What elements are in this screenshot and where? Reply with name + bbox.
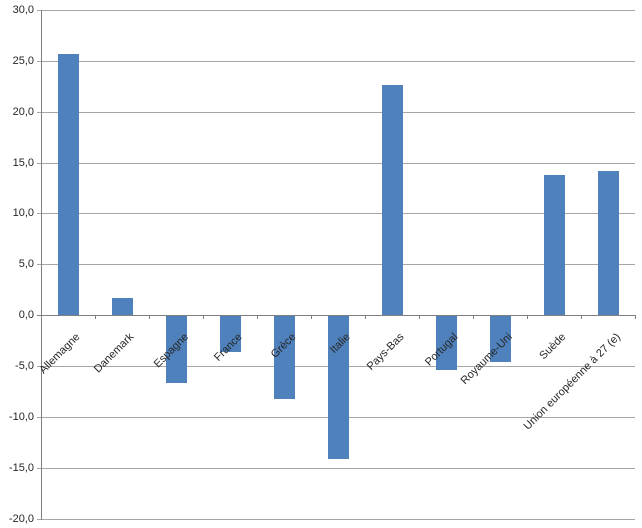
bar-suede <box>544 175 565 315</box>
category-tick <box>581 315 582 319</box>
y-axis-tick-label: 30,0 <box>12 4 34 16</box>
category-tick <box>203 315 204 319</box>
x-axis-label-suede: Suède <box>537 331 569 362</box>
y-axis-tick-label: 5,0 <box>18 258 34 270</box>
category-tick <box>257 315 258 319</box>
category-tick <box>365 315 366 319</box>
y-axis-line <box>41 10 42 520</box>
category-tick <box>311 315 312 319</box>
y-axis-tick-label: 15,0 <box>12 157 34 169</box>
bar-danemark <box>112 298 133 315</box>
gridline <box>37 112 635 113</box>
bar-allemagne <box>58 54 79 315</box>
bar-portugal <box>436 316 457 370</box>
y-axis-tick-label: -10,0 <box>8 411 34 423</box>
gridline <box>37 213 635 214</box>
bar-espagne <box>166 316 187 383</box>
bar-union-europeenne-a-27-e <box>598 171 619 315</box>
x-axis-label-danemark: Danemark <box>92 331 137 376</box>
bar-pays-bas <box>382 85 403 315</box>
gridline <box>37 264 635 265</box>
category-tick <box>419 315 420 319</box>
y-axis-tick-label: 0,0 <box>18 309 34 321</box>
category-tick <box>473 315 474 319</box>
category-tick <box>95 315 96 319</box>
gridline <box>37 163 635 164</box>
category-tick <box>527 315 528 319</box>
y-axis-tick-label: 20,0 <box>12 106 34 118</box>
x-axis-label-allemagne: Allemagne <box>37 331 83 377</box>
y-axis-tick-label: -5,0 <box>15 360 34 372</box>
gridline <box>37 519 635 520</box>
gridline <box>37 468 635 469</box>
bar-france <box>220 316 241 352</box>
category-tick <box>41 315 42 319</box>
x-axis-label-pays-bas: Pays-Bas <box>364 331 407 373</box>
gridline <box>37 61 635 62</box>
y-axis-tick-label: -20,0 <box>8 513 34 525</box>
y-axis-tick-label: -15,0 <box>8 462 34 474</box>
category-tick <box>149 315 150 319</box>
category-tick <box>635 315 636 319</box>
bar-royaume-uni <box>490 316 511 362</box>
y-axis-tick-label: 25,0 <box>12 55 34 67</box>
zero-gridline <box>37 315 635 316</box>
bar-grece <box>274 316 295 399</box>
y-axis-tick-label: 10,0 <box>12 207 34 219</box>
gridline <box>37 10 635 11</box>
bar-italie <box>328 316 349 459</box>
